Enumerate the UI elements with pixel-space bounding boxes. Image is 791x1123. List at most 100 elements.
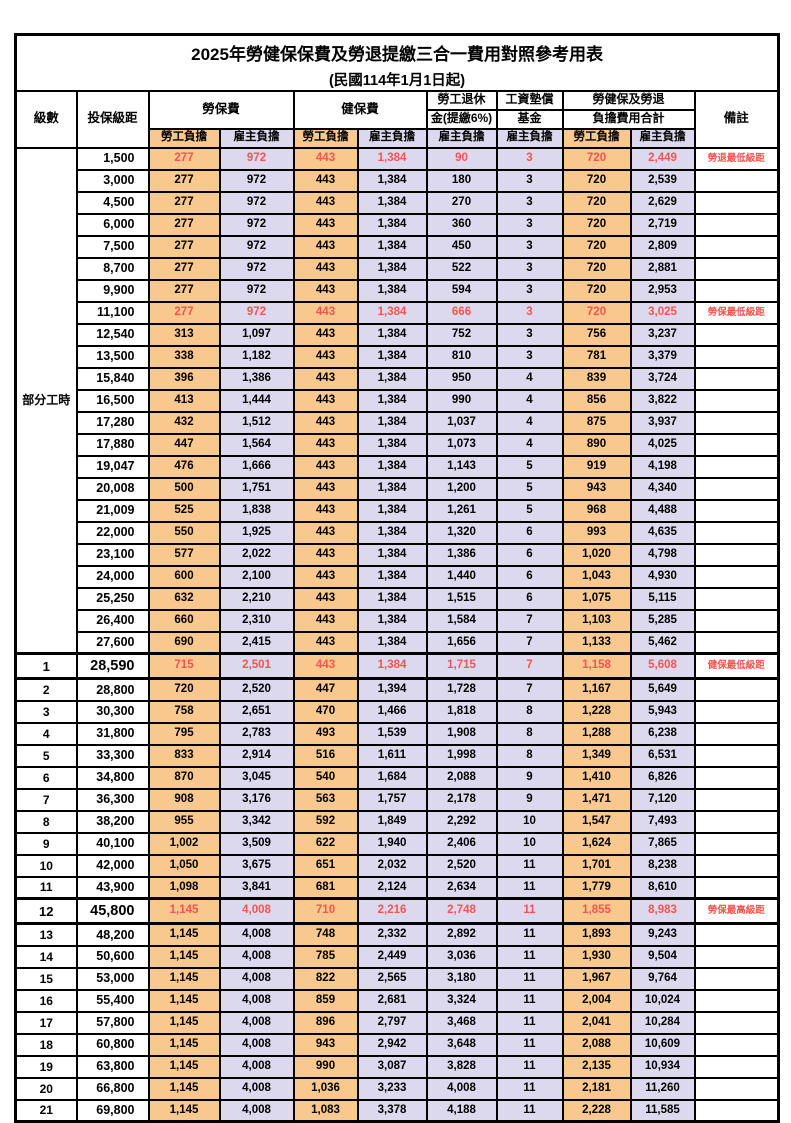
value-cell: 1,386 — [425, 542, 498, 567]
value-cell: 1,349 — [561, 743, 632, 768]
remark-cell — [693, 454, 780, 479]
remark-cell — [693, 520, 780, 545]
table-row: 21,009 525 1,838 443 1,384 1,261 5 968 4,488 — [16, 498, 780, 523]
level-cell: 18 — [14, 1032, 78, 1057]
value-cell: 577 — [147, 542, 221, 567]
value-cell: 666 — [425, 300, 498, 325]
bracket-cell: 16,500 — [75, 388, 150, 413]
table-row: 25,250 632 2,210 443 1,384 1,515 6 1,075 5,115 — [16, 586, 780, 611]
level-cell: 3 — [14, 699, 78, 724]
value-cell: 2,124 — [356, 875, 428, 900]
value-cell: 4,008 — [218, 944, 295, 969]
value-cell: 1,384 — [356, 322, 428, 347]
value-cell: 1,930 — [561, 944, 632, 969]
value-cell: 10 — [495, 831, 564, 856]
bracket-cell: 25,250 — [75, 586, 150, 611]
level-cell: 9 — [14, 831, 78, 856]
value-cell: 3 — [495, 344, 564, 369]
remark-cell — [693, 344, 780, 369]
value-cell: 2,449 — [629, 146, 696, 171]
value-cell: 660 — [147, 608, 221, 633]
bracket-cell: 12,540 — [75, 322, 150, 347]
value-cell: 1,855 — [561, 897, 632, 925]
value-cell: 1,145 — [147, 944, 221, 969]
value-cell: 1,228 — [561, 699, 632, 724]
value-cell: 3 — [495, 168, 564, 193]
value-cell: 6 — [495, 520, 564, 545]
value-cell: 2,651 — [218, 699, 295, 724]
value-cell: 3,036 — [425, 944, 498, 969]
level-cell: 8 — [14, 809, 78, 834]
remark-cell — [693, 410, 780, 435]
value-cell: 3,379 — [629, 344, 696, 369]
bracket-cell: 60,800 — [75, 1032, 150, 1057]
value-cell: 1,410 — [561, 765, 632, 790]
value-cell: 622 — [292, 831, 359, 856]
value-cell: 2,539 — [629, 168, 696, 193]
bracket-cell: 69,800 — [75, 1098, 150, 1123]
value-cell: 443 — [292, 498, 359, 523]
value-cell: 443 — [292, 234, 359, 259]
subheader-pension-employer: 雇主負擔 — [425, 127, 498, 149]
remark-cell — [693, 1076, 780, 1101]
value-cell: 550 — [147, 520, 221, 545]
value-cell: 10,284 — [629, 1010, 696, 1035]
value-cell: 2,310 — [218, 608, 295, 633]
value-cell: 1,384 — [356, 344, 428, 369]
table-row: 19 63,800 1,145 4,008 990 3,087 3,828 11 2,135 10… — [14, 1054, 780, 1079]
value-cell: 681 — [292, 875, 359, 900]
value-cell: 2,292 — [425, 809, 498, 834]
table-row: 4,500 277 972 443 1,384 270 3 720 2,629 — [16, 190, 780, 215]
header-remark: 備註 — [693, 89, 780, 149]
value-cell: 1,133 — [561, 630, 632, 655]
remark-cell — [693, 743, 780, 768]
value-cell: 2,783 — [218, 721, 295, 746]
value-cell: 1,466 — [356, 699, 428, 724]
value-cell: 540 — [292, 765, 359, 790]
value-cell: 822 — [292, 966, 359, 991]
value-cell: 758 — [147, 699, 221, 724]
subheader-health-employer: 雇主負擔 — [356, 127, 428, 149]
value-cell: 950 — [425, 366, 498, 391]
value-cell: 1,684 — [356, 765, 428, 790]
value-cell: 11 — [495, 1032, 564, 1057]
value-cell: 896 — [292, 1010, 359, 1035]
value-cell: 690 — [147, 630, 221, 655]
value-cell: 5,943 — [629, 699, 696, 724]
remark-cell — [693, 498, 780, 523]
table-row: 15,840 396 1,386 443 1,384 950 4 839 3,724 — [16, 366, 780, 391]
value-cell: 810 — [425, 344, 498, 369]
remark-cell — [693, 944, 780, 969]
value-cell: 2,135 — [561, 1054, 632, 1079]
remark-cell — [693, 388, 780, 413]
value-cell: 1,384 — [356, 498, 428, 523]
value-cell: 1,020 — [561, 542, 632, 567]
value-cell: 7 — [495, 608, 564, 633]
value-cell: 413 — [147, 388, 221, 413]
value-cell: 277 — [147, 212, 221, 237]
value-cell: 1,584 — [425, 608, 498, 633]
page-title: 2025年勞健保保費及勞退提繳三合一費用對照參考用表 — [14, 33, 780, 69]
bracket-cell: 3,000 — [75, 168, 150, 193]
value-cell: 11,260 — [629, 1076, 696, 1101]
value-cell: 4,488 — [629, 498, 696, 523]
remark-cell — [693, 765, 780, 790]
table-row: 7 36,300 908 3,176 563 1,757 2,178 9 1,471 7,120 — [14, 787, 780, 812]
value-cell: 563 — [292, 787, 359, 812]
table-row: 27,600 690 2,415 443 1,384 1,656 7 1,133 5,462 — [16, 630, 780, 655]
value-cell: 756 — [561, 322, 632, 347]
remark-cell — [693, 922, 780, 947]
value-cell: 3 — [495, 256, 564, 281]
value-cell: 651 — [292, 853, 359, 878]
bracket-cell: 48,200 — [75, 922, 150, 947]
value-cell: 972 — [218, 300, 295, 325]
value-cell: 11 — [495, 1054, 564, 1079]
value-cell: 1,624 — [561, 831, 632, 856]
part-time-section-label: 部分工時 — [14, 146, 78, 655]
value-cell: 1,384 — [356, 190, 428, 215]
value-cell: 4,008 — [218, 966, 295, 991]
value-cell: 1,967 — [561, 966, 632, 991]
value-cell: 1,512 — [218, 410, 295, 435]
value-cell: 1,539 — [356, 721, 428, 746]
table-row: 8 38,200 955 3,342 592 1,849 2,292 10 1,547 7,493 — [14, 809, 780, 834]
